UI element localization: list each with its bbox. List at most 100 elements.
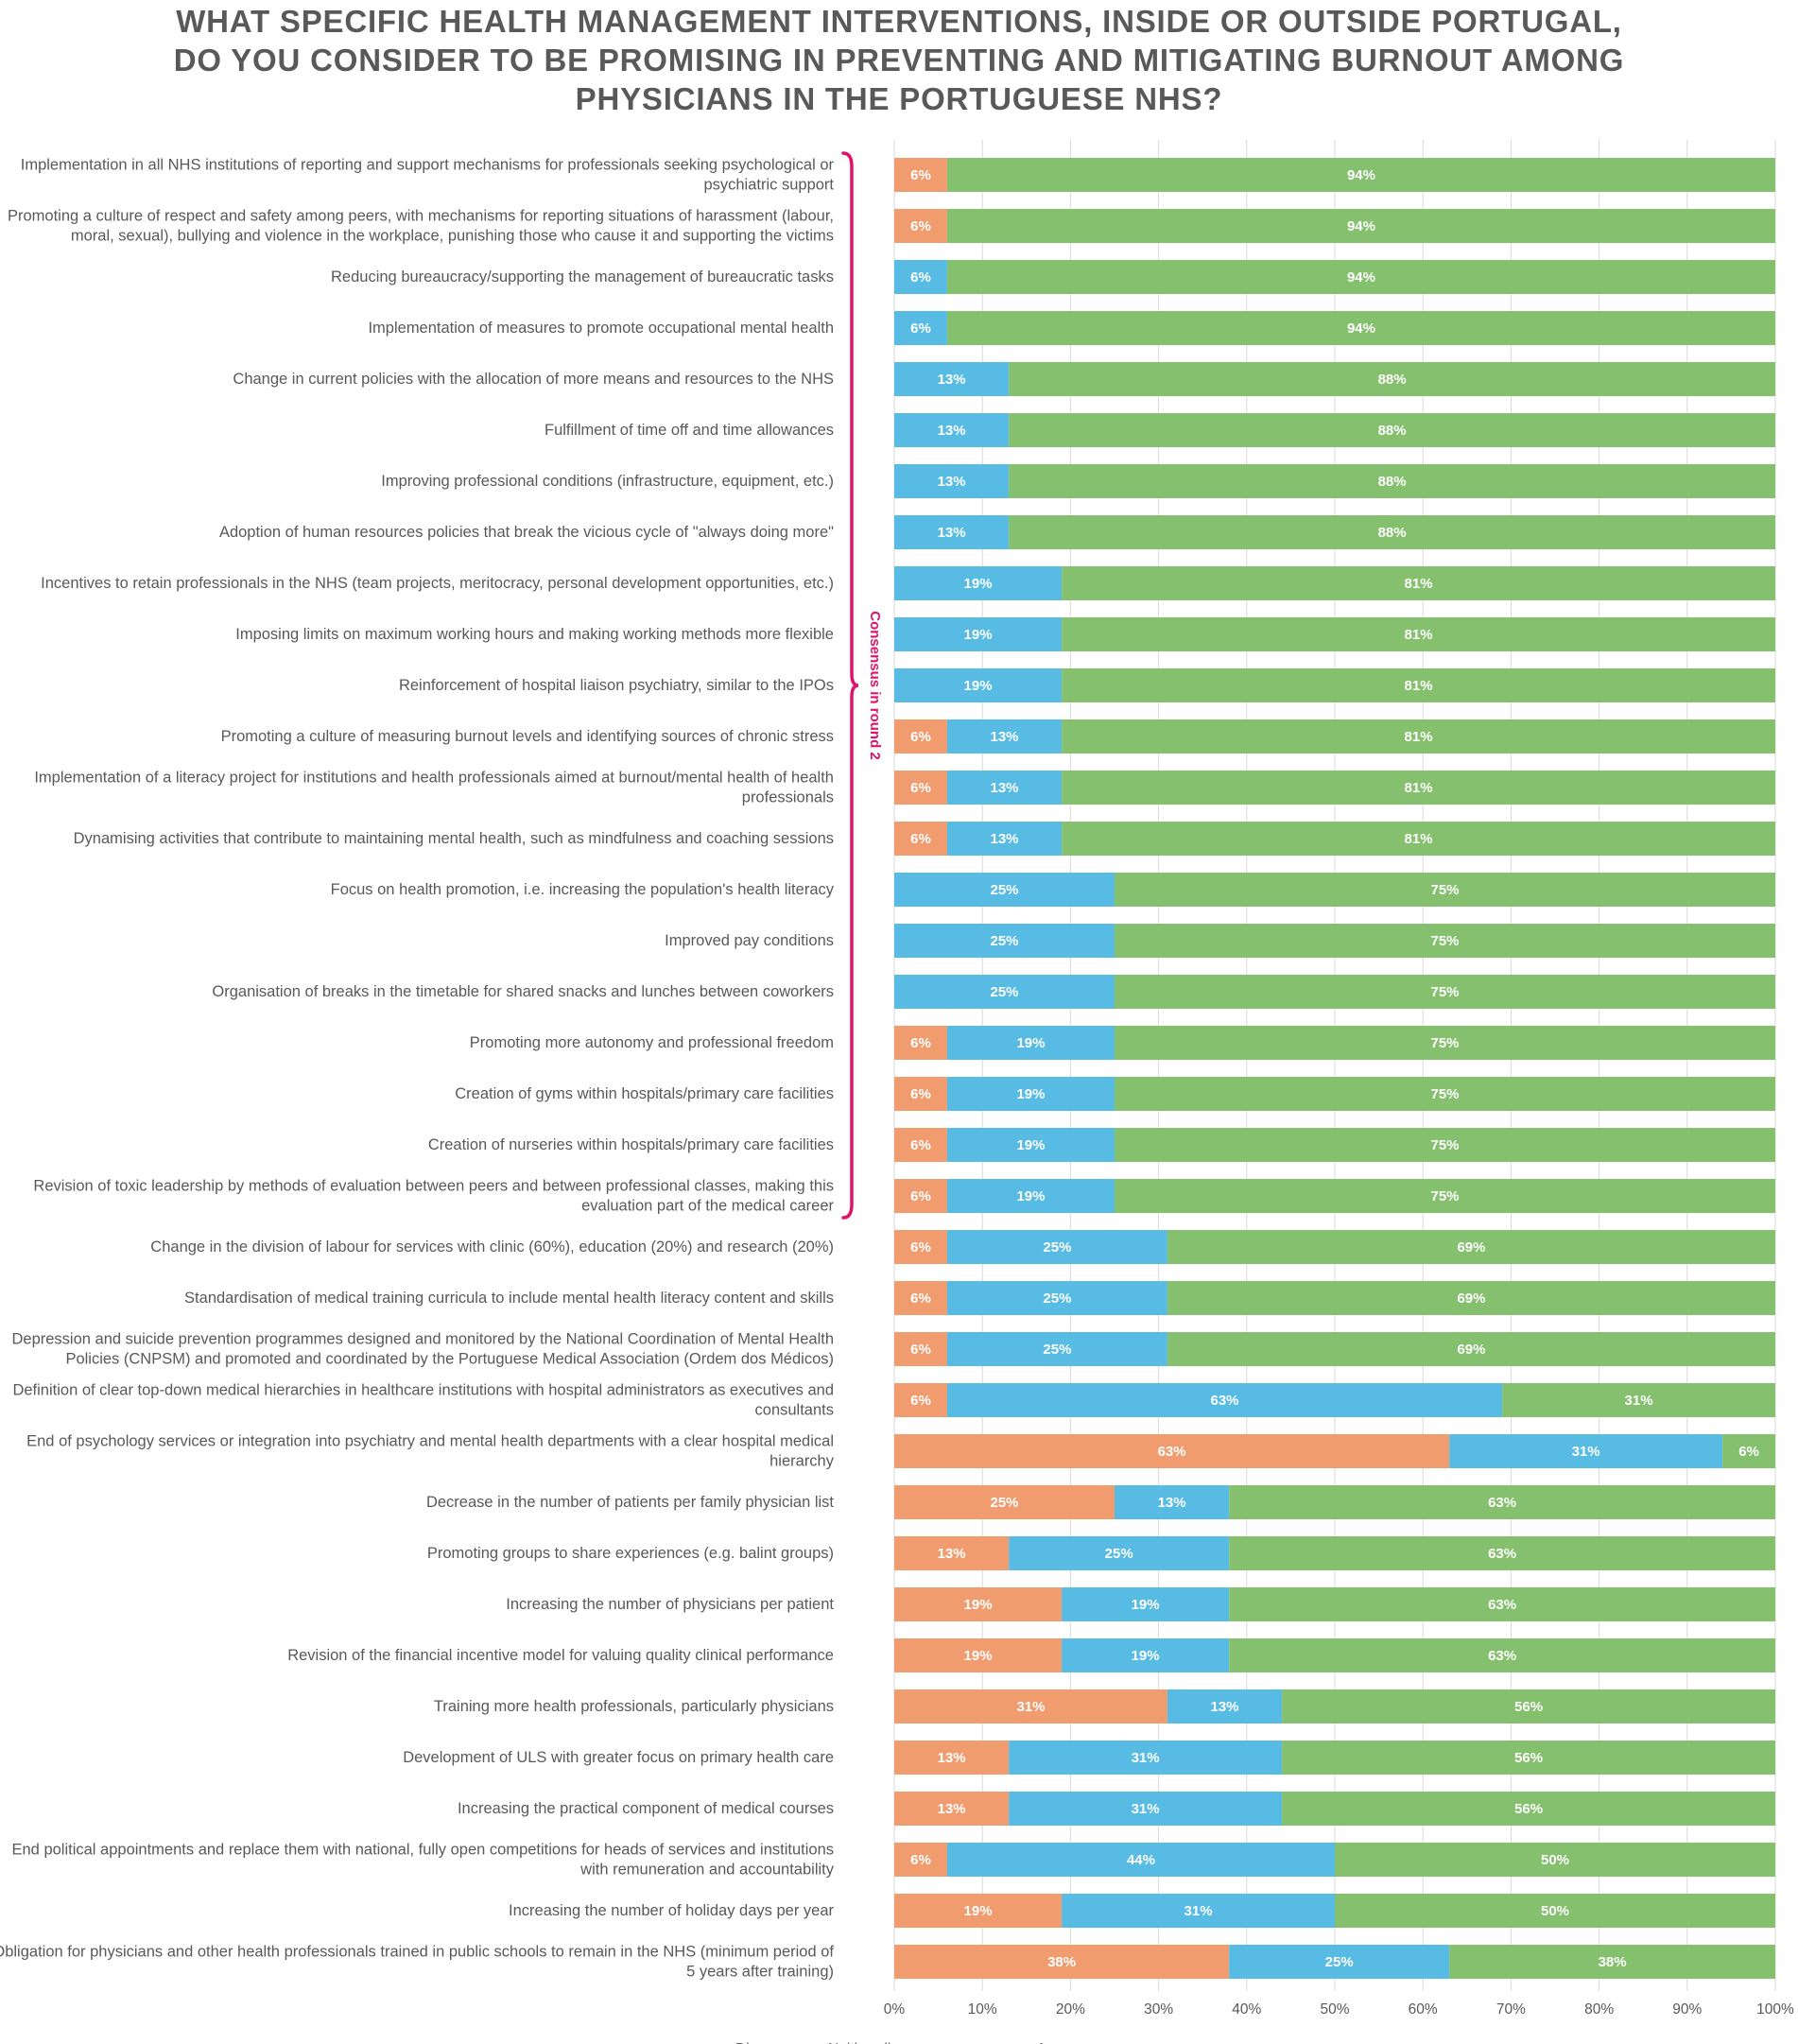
bar-segment-neither-disagree-nor-agree <box>1009 1741 1283 1775</box>
bar-segment-neither-disagree-nor-agree <box>946 1026 1115 1060</box>
data-label: 31% <box>1184 1903 1213 1919</box>
category-label: Fulfillment of time off and time allowan… <box>545 422 834 439</box>
bar-segment-agree <box>1229 1638 1775 1672</box>
bar-segment-neither-disagree-nor-agree <box>894 413 1010 447</box>
category-label: Adoption of human resources policies tha… <box>219 524 834 541</box>
bar-segment-agree <box>1115 1077 1775 1111</box>
data-label: 19% <box>964 627 993 643</box>
data-label: 94% <box>1347 218 1375 234</box>
bar-segment-neither-disagree-nor-agree <box>894 515 1010 549</box>
category-label: End political appointments and replace t… <box>12 1842 835 1859</box>
category-label: Definition of clear top-down medical hie… <box>12 1382 834 1399</box>
data-label: 19% <box>1016 1086 1045 1102</box>
category-label: Implementation of measures to promote oc… <box>368 320 834 337</box>
x-tick-label: 60% <box>1409 2001 1438 2018</box>
category-label: Revision of toxic leadership by methods … <box>33 1178 834 1195</box>
data-label: 19% <box>1016 1137 1045 1153</box>
data-label: 88% <box>1378 474 1407 490</box>
bar-segment-neither-disagree-nor-agree <box>946 1281 1167 1315</box>
data-label: 6% <box>910 1852 931 1868</box>
category-label: Reducing bureaucracy/supporting the mana… <box>331 268 834 286</box>
bar-segment-agree <box>1009 362 1775 396</box>
data-label: 6% <box>910 269 931 286</box>
category-label: Improved pay conditions <box>665 932 834 949</box>
bar-segment-neither-disagree-nor-agree <box>946 1128 1115 1162</box>
category-labels: Implementation in all NHS institutions o… <box>0 157 835 1981</box>
data-label: 13% <box>990 831 1018 847</box>
bar-segment-agree <box>1282 1689 1775 1724</box>
category-label: evaluation part of the medical career <box>581 1198 834 1215</box>
bar-segment-disagree <box>894 1383 947 1417</box>
bar-segment-neither-disagree-nor-agree <box>1062 1587 1230 1621</box>
category-label: Promoting a culture of respect and safet… <box>8 208 834 225</box>
bar-segment-disagree <box>894 1128 947 1162</box>
data-label: 38% <box>1047 1954 1076 1970</box>
category-label: Change in current policies with the allo… <box>233 371 834 388</box>
data-label: 81% <box>1405 678 1433 694</box>
bar-segment-agree <box>1062 822 1775 856</box>
bar-segment-neither-disagree-nor-agree <box>946 771 1063 805</box>
data-label: 69% <box>1457 1239 1485 1256</box>
data-label: 6% <box>910 1393 931 1409</box>
gridlines <box>893 140 1776 1991</box>
bar-segment-neither-disagree-nor-agree <box>1009 1792 1283 1826</box>
bar-segment-agree <box>1449 1945 1775 1979</box>
bar-segment-agree <box>1115 873 1775 907</box>
data-label: 13% <box>1210 1699 1238 1715</box>
data-label: 81% <box>1405 576 1433 592</box>
bar-segment-agree <box>1167 1281 1775 1315</box>
category-label: Policies (CNPSM) and promoted and coordi… <box>65 1351 834 1368</box>
data-label: 19% <box>964 1597 993 1613</box>
bar-segment-agree <box>1335 1843 1775 1877</box>
bar-segment-agree <box>1062 719 1775 754</box>
bar-segment-disagree <box>894 1536 1010 1570</box>
bar-segment-disagree <box>894 1894 1063 1928</box>
data-label: 25% <box>990 933 1018 949</box>
data-label: 19% <box>964 576 993 592</box>
bar-segment-disagree <box>894 822 947 856</box>
bar-segment-disagree <box>894 1689 1167 1724</box>
bar-segment-neither-disagree-nor-agree <box>1167 1689 1283 1724</box>
category-label: Reinforcement of hospital liaison psychi… <box>399 677 834 694</box>
bar-segment-neither-disagree-nor-agree <box>1449 1434 1723 1468</box>
category-label: Creation of nurseries within hospitals/p… <box>428 1136 834 1153</box>
data-label: 6% <box>910 1342 931 1358</box>
bar-segment-neither-disagree-nor-agree <box>894 617 1063 651</box>
bar-segment-agree <box>1009 464 1775 498</box>
data-label: 81% <box>1405 729 1433 745</box>
category-label: Promoting more autonomy and professional… <box>470 1034 834 1051</box>
bar-segment-agree <box>946 158 1775 192</box>
bar-segment-agree <box>1282 1741 1775 1775</box>
data-label: 75% <box>1430 1137 1459 1153</box>
data-label: 75% <box>1430 933 1459 949</box>
legend-entry: Agree <box>1036 2041 1075 2044</box>
category-label: 5 years after training) <box>686 1964 834 1981</box>
consensus-annotation-label: Consensus in round 2 <box>867 611 883 760</box>
bar-segment-neither-disagree-nor-agree <box>894 668 1063 702</box>
bar-segment-agree <box>1115 1128 1775 1162</box>
category-label: Increasing the number of holiday days pe… <box>509 1902 834 1919</box>
data-label: 6% <box>910 1188 931 1204</box>
bar-segment-neither-disagree-nor-agree <box>946 1383 1503 1417</box>
data-label: 6% <box>910 831 931 847</box>
legend-entry: Disagree <box>735 2041 794 2044</box>
data-label: 44% <box>1127 1852 1155 1868</box>
bar-segment-neither-disagree-nor-agree <box>894 924 1115 958</box>
category-label: Increasing the number of physicians per … <box>506 1596 834 1613</box>
chart-title-line-2: DO YOU CONSIDER TO BE PROMISING IN PREVE… <box>173 43 1625 78</box>
category-label: Obligation for physicians and other heal… <box>0 1944 834 1961</box>
data-label: 63% <box>1158 1444 1186 1460</box>
data-label: 13% <box>938 423 966 439</box>
data-label: 25% <box>990 984 1018 1000</box>
bar-segment-neither-disagree-nor-agree <box>1062 1638 1230 1672</box>
bar-segment-neither-disagree-nor-agree <box>1009 1536 1230 1570</box>
bar-segment-neither-disagree-nor-agree <box>946 822 1063 856</box>
bars: 6% 94% 6% 94% 6% 94% 6% 94% 13% 88% 13% 88% 13% 88% 13… <box>894 158 1775 1979</box>
bar-segment-agree <box>1229 1587 1775 1621</box>
x-tick-label: 90% <box>1672 2001 1702 2018</box>
bar-segment-agree <box>1062 771 1775 805</box>
bar-segment-neither-disagree-nor-agree <box>946 719 1063 754</box>
data-label: 13% <box>990 780 1018 796</box>
category-label: consultants <box>755 1402 834 1419</box>
category-label: Change in the division of labour for ser… <box>150 1239 834 1256</box>
